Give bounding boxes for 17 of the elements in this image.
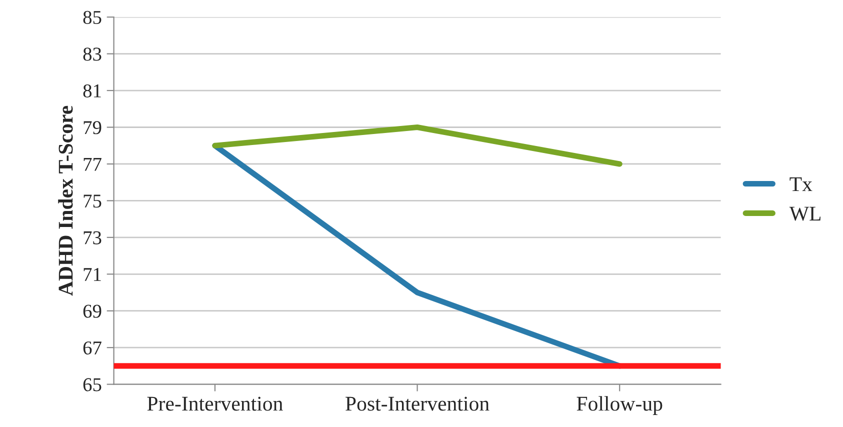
y-tick-label: 83 xyxy=(83,48,102,61)
x-tick-label: Post-Intervention xyxy=(346,396,490,411)
y-tick-label: 67 xyxy=(83,341,102,355)
y-tick-label: 71 xyxy=(84,268,101,281)
x-tick-label: Follow-up xyxy=(576,396,662,415)
y-tick-label: 85 xyxy=(83,10,102,24)
y-tick-label: 73 xyxy=(84,231,102,244)
y-tick-label: 81 xyxy=(83,84,101,98)
y-tick-label: 79 xyxy=(84,121,102,134)
y-tick-label: 69 xyxy=(83,304,102,318)
y-tick-label: 65 xyxy=(83,378,102,392)
legend-label: WL xyxy=(789,206,820,221)
legend-label: Tx xyxy=(790,177,812,192)
y-tick-label: 75 xyxy=(84,194,102,208)
x-tick-label: Pre-Intervention xyxy=(147,396,283,411)
y-axis-title: ADHD Index T-Score xyxy=(58,106,73,296)
y-tick-label: 77 xyxy=(84,158,102,171)
